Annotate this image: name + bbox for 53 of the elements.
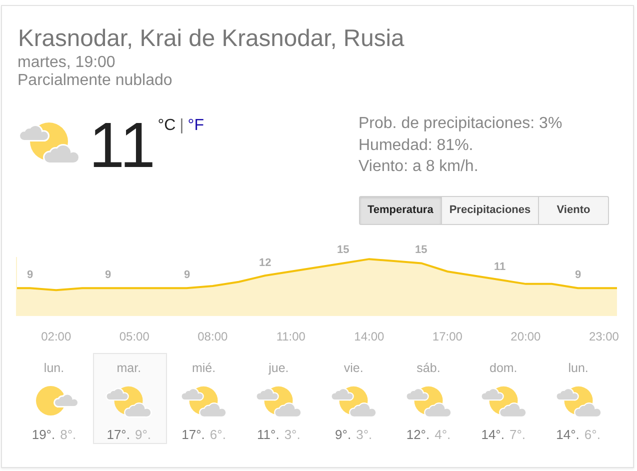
category-label: sáb. <box>416 361 440 376</box>
text: 19°. <box>32 427 56 442</box>
text: 9°. <box>335 427 352 442</box>
data-label: 12 <box>259 257 272 269</box>
data-label: 9 <box>105 269 112 281</box>
tab-button[interactable]: Viento <box>538 196 609 224</box>
text: 7°. <box>510 427 526 442</box>
category-label: lun. <box>568 361 588 376</box>
data-label: 9 <box>184 269 190 281</box>
text: | <box>180 116 184 134</box>
data-label: 15 <box>337 244 350 256</box>
text: 3°. <box>284 427 300 442</box>
x-tick-label: 20:00 <box>510 329 542 344</box>
category-label: dom. <box>489 361 518 376</box>
data-label: 9 <box>575 269 582 281</box>
category-label: vie. <box>344 361 364 376</box>
x-tick-label: 11:00 <box>276 329 306 344</box>
text: Parcialmente nublado <box>18 72 172 90</box>
x-tick-label: 08:00 <box>198 329 228 344</box>
text: 14°. <box>481 427 505 442</box>
x-tick-label: 02:00 <box>41 329 72 344</box>
text: 11 <box>89 108 156 181</box>
category-label: mar. <box>116 361 142 376</box>
text: °F <box>188 116 204 134</box>
category-label: lun. <box>44 361 64 376</box>
text: 6°. <box>584 427 600 442</box>
text: 6°. <box>210 427 226 442</box>
text: 17°. <box>182 427 205 442</box>
text: Viento: a 8 km/h. <box>358 158 478 176</box>
text: Humedad: 81%. <box>358 136 474 154</box>
text: 12°. <box>406 427 430 442</box>
x-tick-label: 05:00 <box>119 329 150 344</box>
x-tick-label: 14:00 <box>354 329 385 344</box>
text: Krasnodar, Krai de Krasnodar, Rusia <box>18 25 404 52</box>
category-label: jue. <box>268 361 289 376</box>
data-label: 9 <box>27 269 34 281</box>
x-tick-label: 17:00 <box>432 329 463 344</box>
text: 17°. <box>106 427 130 442</box>
text: martes, 19:00 <box>18 54 116 70</box>
text: 9°. <box>135 427 152 442</box>
text: 4°. <box>434 427 451 442</box>
data-label: 11 <box>494 261 506 273</box>
tab-button[interactable]: Precipitaciones <box>440 196 540 224</box>
text: 8°. <box>60 427 76 442</box>
tab-button[interactable]: Temperatura <box>359 196 442 224</box>
text: Prob. de precipitaciones: 3% <box>358 114 562 132</box>
x-tick-label: 23:00 <box>588 329 620 344</box>
text: 14°. <box>556 427 580 442</box>
data-label: 15 <box>415 244 428 256</box>
text: 11°. <box>257 427 280 442</box>
category-label: mié. <box>192 361 216 376</box>
text: °C <box>158 116 176 134</box>
text: 3°. <box>356 427 372 442</box>
